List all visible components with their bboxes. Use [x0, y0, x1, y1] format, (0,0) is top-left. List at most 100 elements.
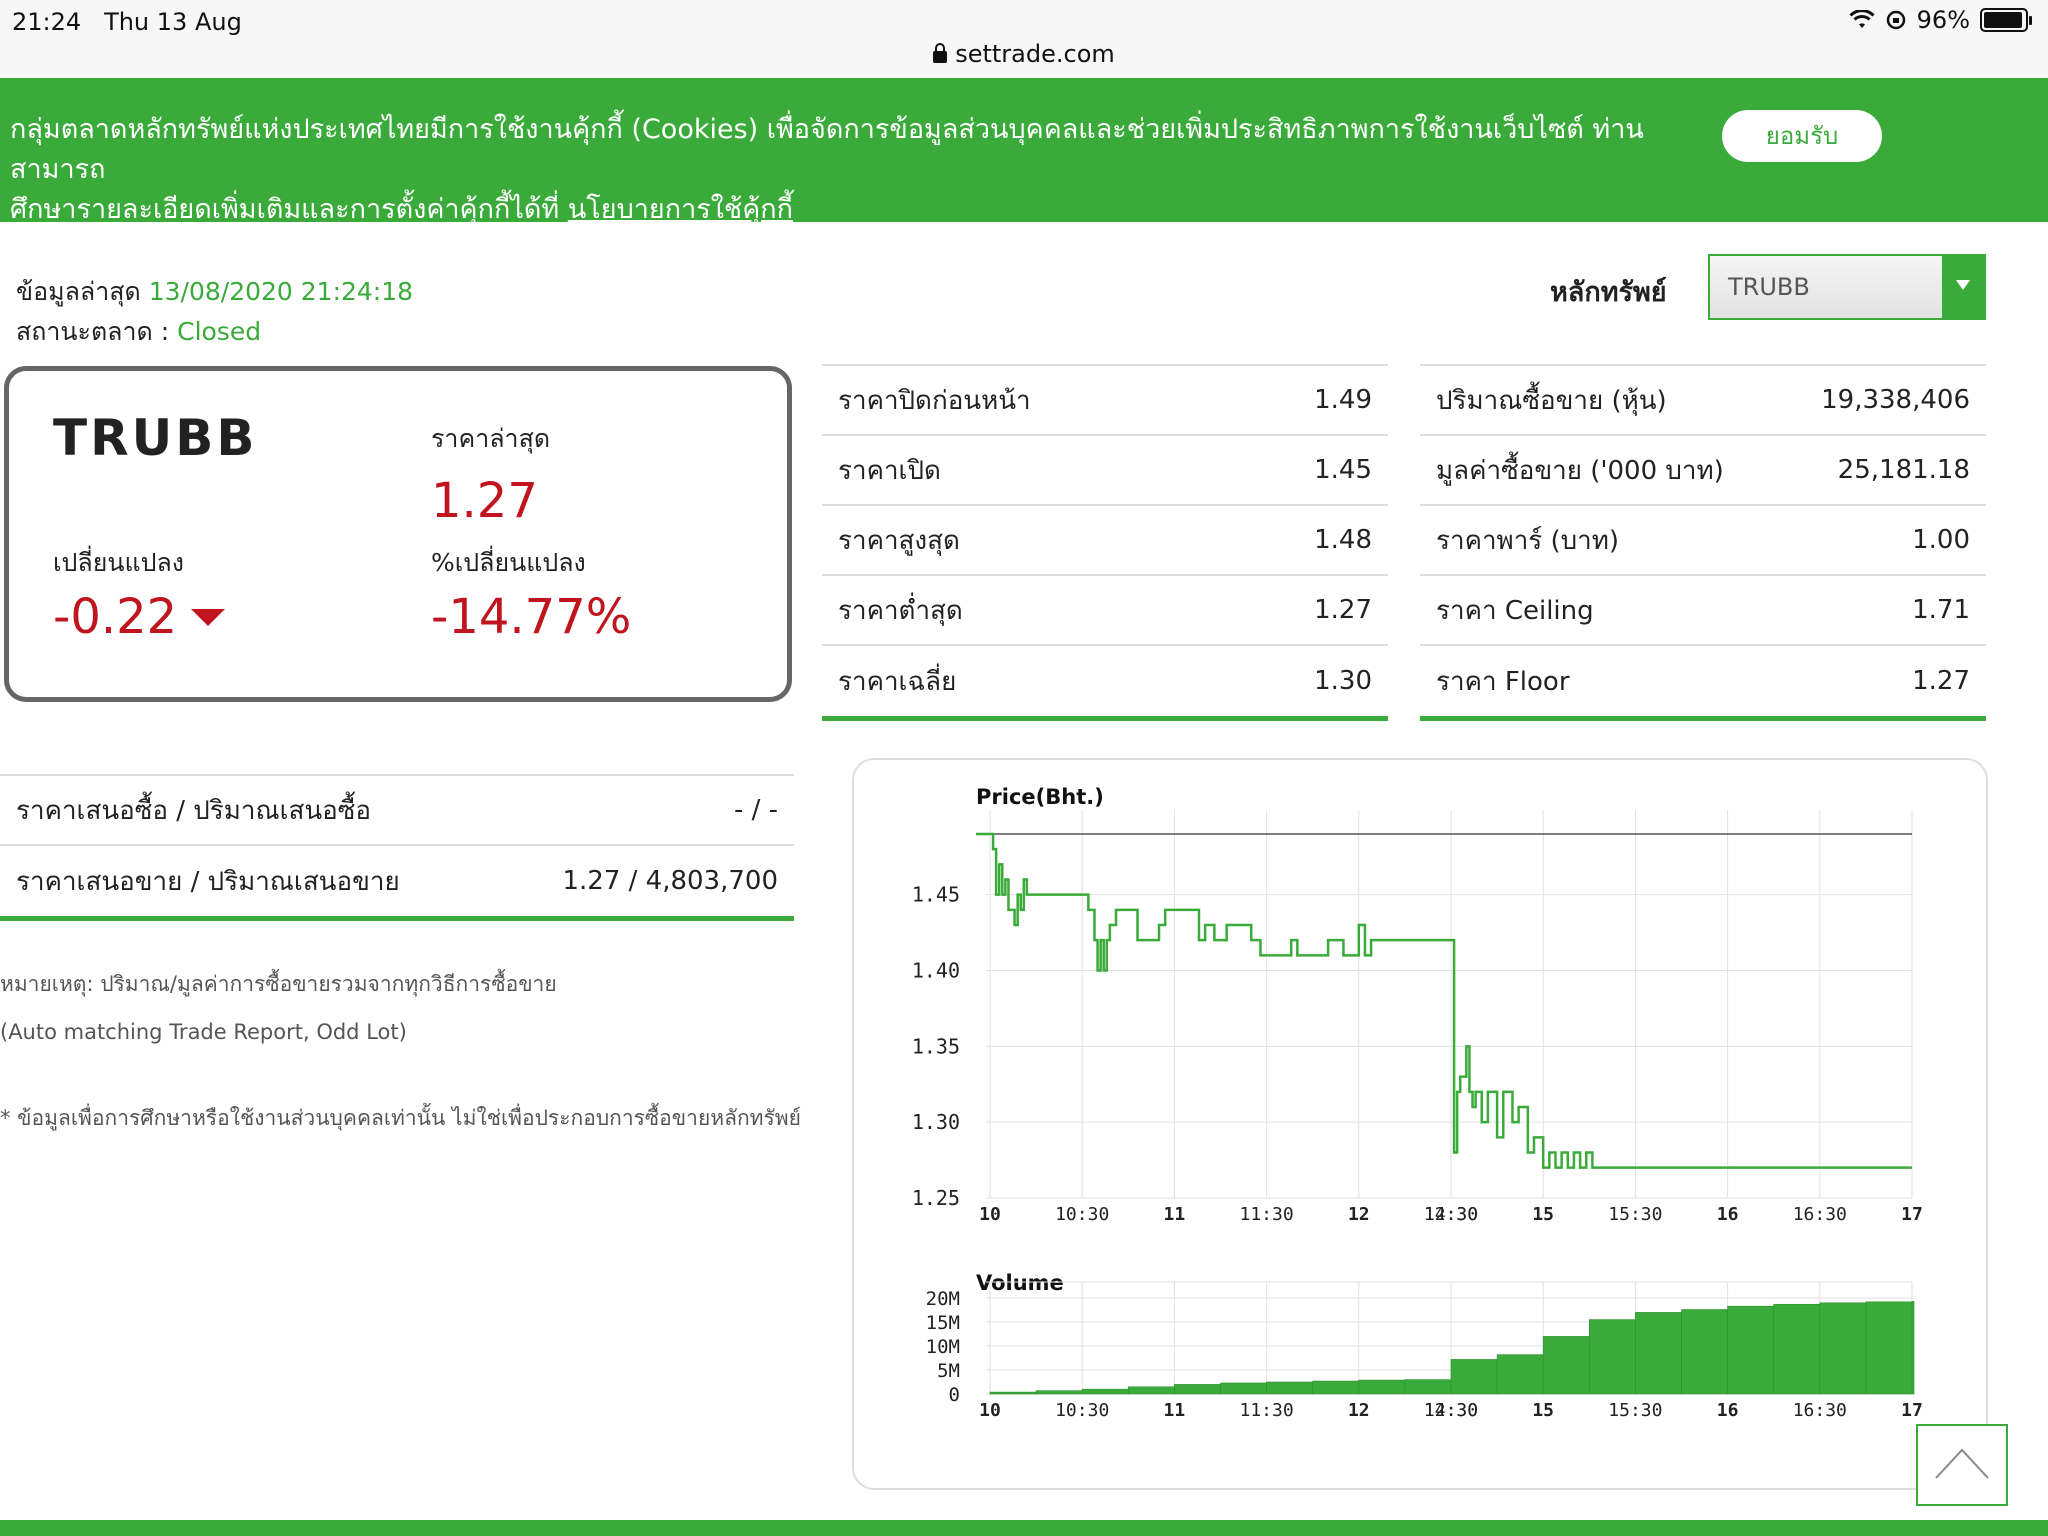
- chart-canvas: Price(Bht.) 1.45 1.40 1.35 1.30 1.25 10 10:30 11…: [912, 785, 1923, 1421]
- volume-chart-title: Volume: [976, 1271, 1064, 1295]
- stat-value: 1.71: [1912, 595, 1970, 625]
- volume-bar: [1035, 1390, 1083, 1395]
- note-disclaimer: * ข้อมูลเพื่อการศึกษาหรือใช้งานส่วนบุคคล…: [0, 1106, 801, 1130]
- price-x-tick: 17: [1901, 1204, 1923, 1225]
- volume-x-tick: 15:30: [1608, 1400, 1662, 1421]
- volume-x-tick: 12:30: [1424, 1400, 1478, 1421]
- volume-x-tick: 16:30: [1793, 1400, 1847, 1421]
- bid-value: - / -: [733, 795, 778, 825]
- stat-label: ราคาปิดก่อนหน้า: [838, 385, 1031, 416]
- rotation-lock-icon: [1886, 10, 1905, 30]
- stat-row: มูลค่าซื้อขาย ('000 บาท) 25,181.18: [1420, 436, 1986, 506]
- cookie-text-line2: ศึกษารายละเอียดเพิ่มเติมและการตั้งค่าคุ้…: [10, 194, 560, 225]
- volume-bar: [1819, 1302, 1867, 1395]
- offer-label: ราคาเสนอขาย / ปริมาณเสนอขาย: [16, 866, 400, 897]
- price-x-tick: 15:30: [1608, 1204, 1662, 1225]
- last-price-label: ราคาล่าสุด: [431, 424, 551, 453]
- latest-label: ข้อมูลล่าสุด: [16, 277, 141, 306]
- status-indicators: 96%: [1849, 6, 2032, 34]
- price-x-tick: 14:30: [1424, 1204, 1478, 1225]
- volume-bar: [1266, 1381, 1314, 1395]
- price-x-tick: 15: [1532, 1204, 1554, 1225]
- price-volume-chart: Price(Bht.) 1.45 1.40 1.35 1.30 1.25 10 10:30 11…: [852, 758, 1988, 1490]
- pct-change-label: %เปลี่ยนแปลง: [431, 548, 586, 577]
- volume-bar: [1681, 1309, 1728, 1395]
- stat-value: 1.30: [1314, 666, 1372, 696]
- volume-bar: [1081, 1388, 1129, 1395]
- change-value: -0.22: [53, 589, 178, 645]
- volume-bar: [1727, 1305, 1774, 1395]
- price-chart-title: Price(Bht.): [976, 785, 1104, 809]
- cookie-policy-link[interactable]: นโยบายการใช้คุ้กกี้: [567, 194, 794, 225]
- stat-value: 1.00: [1912, 525, 1970, 555]
- security-label: หลักทรัพย์: [1550, 277, 1667, 308]
- volume-x-tick: 11:30: [1240, 1400, 1294, 1421]
- market-status-value: Closed: [177, 317, 262, 346]
- stat-row: ราคาพาร์ (บาท) 1.00: [1420, 506, 1986, 576]
- latest-update: ข้อมูลล่าสุด 13/08/2020 21:24:18: [16, 272, 413, 312]
- price-y-tick: 1.35: [912, 1034, 960, 1058]
- price-y-tick: 1.25: [912, 1186, 960, 1210]
- price-x-tick: 12: [1348, 1204, 1370, 1225]
- status-time: 21:24 Thu 13 Aug: [12, 8, 242, 36]
- clock: 21:24: [12, 8, 82, 36]
- volume-x-tick: 10:30: [1055, 1400, 1109, 1421]
- volume-bar: [1127, 1386, 1175, 1395]
- stat-value: 1.45: [1314, 455, 1372, 485]
- stat-value: 1.27: [1912, 666, 1970, 696]
- stat-label: ราคา Ceiling: [1436, 595, 1594, 626]
- stat-label: ราคาเปิด: [838, 455, 941, 486]
- cookie-banner: กลุ่มตลาดหลักทรัพย์แห่งประเทศไทยมีการใช้…: [0, 78, 2048, 225]
- quote-card: TRUBB ราคาล่าสุด 1.27 เปลี่ยนแปลง %เปลี่…: [4, 366, 792, 702]
- volume-x-tick: 14:30: [1424, 1400, 1478, 1421]
- change-value-group: -0.22: [53, 589, 226, 645]
- change-label: เปลี่ยนแปลง: [53, 548, 184, 577]
- scroll-to-top-button[interactable]: [1916, 1424, 2008, 1506]
- volume-x-tick: 11: [1164, 1400, 1186, 1421]
- stat-value: 1.48: [1314, 525, 1372, 555]
- volume-y-tick: 20M: [926, 1288, 960, 1310]
- wifi-icon: [1849, 10, 1875, 28]
- price-series-line: [976, 832, 1912, 1169]
- volume-x-tick: 12: [1348, 1400, 1370, 1421]
- price-x-tick: 10: [979, 1204, 1001, 1225]
- volume-bar: [1865, 1301, 1913, 1395]
- stat-row: ราคาปิดก่อนหน้า 1.49: [822, 366, 1388, 436]
- price-x-tick: 16:30: [1793, 1204, 1847, 1225]
- volume-x-tick: 10: [979, 1400, 1001, 1421]
- pct-change-value: -14.77%: [431, 589, 632, 645]
- volume-y-tick: 5M: [937, 1360, 960, 1382]
- stats-table-left: ราคาปิดก่อนหน้า 1.49 ราคาเปิด 1.45 ราคาสูง…: [822, 364, 1388, 721]
- volume-bar: [1911, 1301, 1915, 1395]
- volume-bar: [1450, 1359, 1498, 1395]
- triangle-down-icon[interactable]: [1942, 256, 1984, 318]
- volume-bar: [1312, 1380, 1360, 1395]
- url-text: settrade.com: [955, 40, 1115, 68]
- stat-label: ปริมาณซื้อขาย (หุ้น): [1436, 385, 1667, 416]
- address-bar[interactable]: settrade.com: [0, 40, 2048, 68]
- price-x-tick: 11:30: [1240, 1204, 1294, 1225]
- volume-bar: [1496, 1354, 1544, 1395]
- price-x-tick: 11: [1164, 1204, 1186, 1225]
- latest-time: 13/08/2020 21:24:18: [148, 277, 414, 306]
- accept-cookies-button[interactable]: ยอมรับ: [1722, 110, 1882, 162]
- security-select[interactable]: TRUBB: [1708, 254, 1986, 320]
- market-status-label: สถานะตลาด :: [16, 317, 170, 346]
- stat-label: ราคาพาร์ (บาท): [1436, 525, 1620, 556]
- stat-label: ราคาต่ำสุด: [838, 595, 963, 626]
- price-y-tick: 1.45: [912, 883, 960, 907]
- bid-label: ราคาเสนอซื้อ / ปริมาณเสนอซื้อ: [16, 795, 371, 826]
- price-y-tick: 1.40: [912, 959, 960, 983]
- stat-label: มูลค่าซื้อขาย ('000 บาท): [1436, 455, 1724, 486]
- offer-value: 1.27 / 4,803,700: [562, 866, 778, 896]
- note-methods: (Auto matching Trade Report, Odd Lot): [0, 1020, 407, 1044]
- stat-row: ราคาสูงสุด 1.48: [822, 506, 1388, 576]
- price-x-tick: 10:30: [1055, 1204, 1109, 1225]
- stat-value: 19,338,406: [1821, 385, 1970, 415]
- triangle-down-icon: [191, 608, 226, 626]
- volume-bar: [1358, 1379, 1406, 1395]
- symbol: TRUBB: [53, 409, 258, 467]
- stat-value: 25,181.18: [1837, 455, 1970, 485]
- stat-row: ราคาต่ำสุด 1.27: [822, 576, 1388, 646]
- battery-icon: [1980, 8, 2032, 32]
